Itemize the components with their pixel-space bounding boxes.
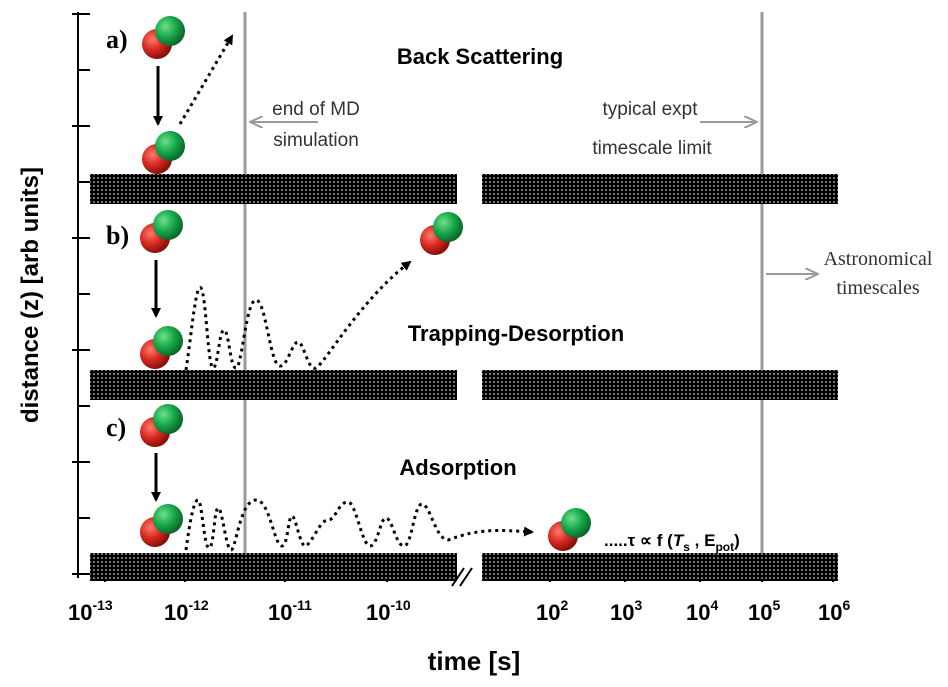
- x-tick-label: 106: [818, 597, 850, 625]
- x-tick-labels: 10-13 10-12 10-11 10-10 102 103 104 105 …: [68, 597, 850, 625]
- panel-a-label: a): [106, 25, 128, 54]
- molecule-c-adsorbed: [548, 508, 591, 551]
- md-end-line1: end of MD: [272, 99, 360, 120]
- x-tick-label: 104: [686, 597, 718, 625]
- trajectory-c: [184, 498, 534, 552]
- x-tick-label: 10-11: [268, 597, 312, 625]
- molecule-a-top: [142, 16, 185, 59]
- axis-break-mark: [451, 567, 473, 587]
- surface-b: [90, 370, 838, 400]
- x-tick-label: 10-13: [68, 597, 113, 625]
- arrow-a-scatter: [178, 34, 234, 125]
- astro-line2: timescales: [836, 277, 920, 299]
- panel-b-title: Trapping-Desorption: [408, 321, 624, 346]
- md-end-line2: simulation: [273, 130, 359, 151]
- x-tick-label: 10-12: [164, 597, 209, 625]
- y-axis-label: distance (z) [arb units]: [17, 167, 44, 423]
- panel-b-label: b): [106, 221, 129, 250]
- x-tick-label: 103: [610, 597, 642, 625]
- x-axis-label: time [s]: [428, 646, 520, 676]
- molecule-b-bottom: [140, 326, 183, 369]
- molecule-c-bottom: [140, 504, 183, 547]
- molecule-c-top: [140, 404, 183, 447]
- residence-time-formula: .....τ ∝ f (Ts , Epot): [604, 531, 740, 554]
- x-tick-label: 105: [748, 597, 780, 625]
- expt-limit-line1: typical expt: [602, 99, 698, 120]
- expt-limit-line2: timescale limit: [592, 138, 712, 159]
- astro-line1: Astronomical: [824, 248, 933, 270]
- y-axis-ticks: [72, 13, 90, 575]
- x-tick-label: 10-10: [366, 597, 411, 625]
- surface-a: [90, 174, 838, 204]
- panel-c-label: c): [106, 413, 126, 442]
- molecule-b-desorbed: [420, 212, 463, 255]
- molecule-b-top: [140, 210, 183, 253]
- panel-a-title: Back Scattering: [397, 44, 563, 69]
- trajectory-b: [184, 260, 412, 371]
- molecule-a-bottom: [142, 131, 185, 174]
- surface-c: [90, 553, 838, 581]
- panel-c-title: Adsorption: [399, 455, 516, 480]
- x-tick-label: 102: [536, 597, 568, 625]
